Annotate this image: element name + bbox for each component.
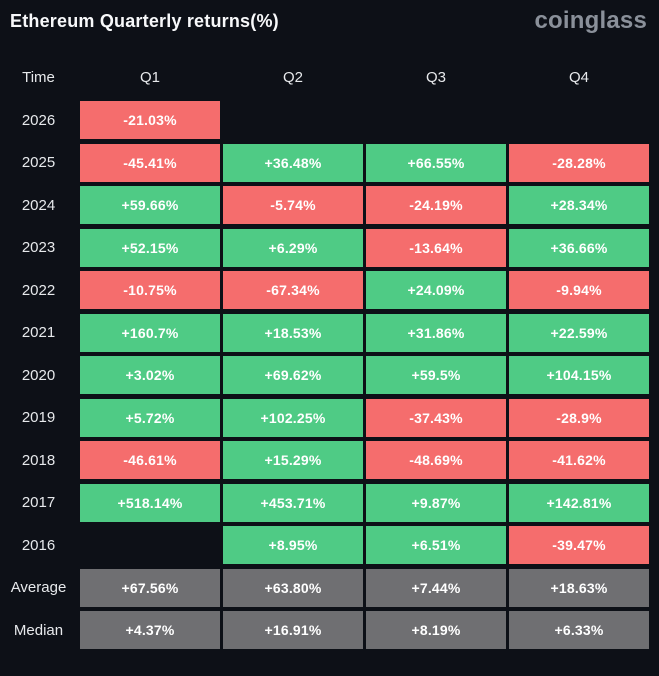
cell-2019-q2: +102.25% — [223, 398, 363, 437]
cell-2025-q3: +66.55% — [366, 143, 506, 182]
cell-2021-q4: +22.59% — [509, 313, 649, 352]
cell-2021-q1: +160.7% — [80, 313, 220, 352]
row-label-2016: 2016 — [21, 536, 56, 554]
cell-2019-q3: -37.43% — [366, 398, 506, 437]
cell-2024-q3: -24.19% — [366, 186, 506, 224]
row-label-2022: 2022 — [21, 281, 56, 299]
cell-2018-q1: -46.61% — [80, 441, 220, 479]
cell-average-q3: +7.44% — [366, 568, 506, 607]
row-label-2021: 2021 — [21, 324, 56, 341]
column-header-q4: Q4 — [568, 68, 589, 86]
cell-2017-q2: +453.71% — [223, 483, 363, 522]
top-bar: Ethereum Quarterly returns(%) coinglass — [10, 6, 647, 36]
cell-2020-q4: +104.15% — [509, 356, 649, 394]
table-header-row: Time Q1 Q2 Q3 Q4 — [0, 63, 649, 91]
row-label-average: Average — [10, 579, 67, 596]
cell-2019-q1: +5.72% — [80, 398, 220, 437]
page-title: Ethereum Quarterly returns(%) — [10, 10, 279, 31]
cell-2025-q4: -28.28% — [509, 143, 649, 182]
row-label-2025: 2025 — [21, 154, 56, 171]
row-label-2018: 2018 — [21, 451, 56, 469]
cell-median-q2: +16.91% — [223, 611, 363, 649]
cell-2021-q3: +31.86% — [366, 313, 506, 352]
column-header-time: Time — [22, 68, 55, 86]
column-header-q2: Q2 — [282, 68, 303, 86]
cell-2022-q4: -9.94% — [509, 271, 649, 309]
cell-2024-q4: +28.34% — [509, 186, 649, 224]
table-body: 2026 -21.03% 2025 -45.41% +36.48% +66.55% -28.… — [0, 101, 649, 649]
cell-2023-q1: +52.15% — [80, 228, 220, 267]
cell-2016-q3: +6.51% — [366, 526, 506, 564]
cell-2018-q2: +15.29% — [223, 441, 363, 479]
cell-2016-q1 — [80, 526, 220, 564]
cell-median-q1: +4.37% — [80, 611, 220, 649]
cell-median-q4: +6.33% — [509, 611, 649, 649]
cell-2026-q4 — [509, 101, 649, 139]
cell-2017-q4: +142.81% — [509, 483, 649, 522]
cell-2017-q3: +9.87% — [366, 483, 506, 522]
cell-2025-q1: -45.41% — [80, 143, 220, 182]
cell-2021-q2: +18.53% — [223, 313, 363, 352]
cell-2024-q1: +59.66% — [80, 186, 220, 224]
cell-median-q3: +8.19% — [366, 611, 506, 649]
cell-2020-q1: +3.02% — [80, 356, 220, 394]
cell-2026-q2 — [223, 101, 363, 139]
cell-2022-q1: -10.75% — [80, 271, 220, 309]
row-label-2026: 2026 — [21, 111, 56, 129]
cell-2023-q4: +36.66% — [509, 228, 649, 267]
cell-2025-q2: +36.48% — [223, 143, 363, 182]
cell-2026-q3 — [366, 101, 506, 139]
row-label-2023: 2023 — [21, 239, 56, 256]
cell-2020-q3: +59.5% — [366, 356, 506, 394]
column-header-q1: Q1 — [139, 68, 160, 86]
cell-2016-q2: +8.95% — [223, 526, 363, 564]
cell-2019-q4: -28.9% — [509, 398, 649, 437]
row-label-2017: 2017 — [21, 494, 56, 511]
cell-2022-q3: +24.09% — [366, 271, 506, 309]
cell-2026-q1: -21.03% — [80, 101, 220, 139]
cell-2020-q2: +69.62% — [223, 356, 363, 394]
cell-2017-q1: +518.14% — [80, 483, 220, 522]
column-header-q3: Q3 — [425, 68, 446, 86]
cell-average-q4: +18.63% — [509, 568, 649, 607]
row-label-2020: 2020 — [21, 366, 56, 384]
cell-2023-q3: -13.64% — [366, 228, 506, 267]
cell-average-q1: +67.56% — [80, 568, 220, 607]
cell-2024-q2: -5.74% — [223, 186, 363, 224]
cell-2018-q3: -48.69% — [366, 441, 506, 479]
cell-2016-q4: -39.47% — [509, 526, 649, 564]
coinglass-logo: coinglass — [534, 7, 647, 34]
row-label-2024: 2024 — [21, 196, 56, 214]
cell-average-q2: +63.80% — [223, 568, 363, 607]
row-label-2019: 2019 — [21, 409, 56, 426]
row-label-median: Median — [13, 621, 64, 639]
cell-2023-q2: +6.29% — [223, 228, 363, 267]
cell-2022-q2: -67.34% — [223, 271, 363, 309]
cell-2018-q4: -41.62% — [509, 441, 649, 479]
